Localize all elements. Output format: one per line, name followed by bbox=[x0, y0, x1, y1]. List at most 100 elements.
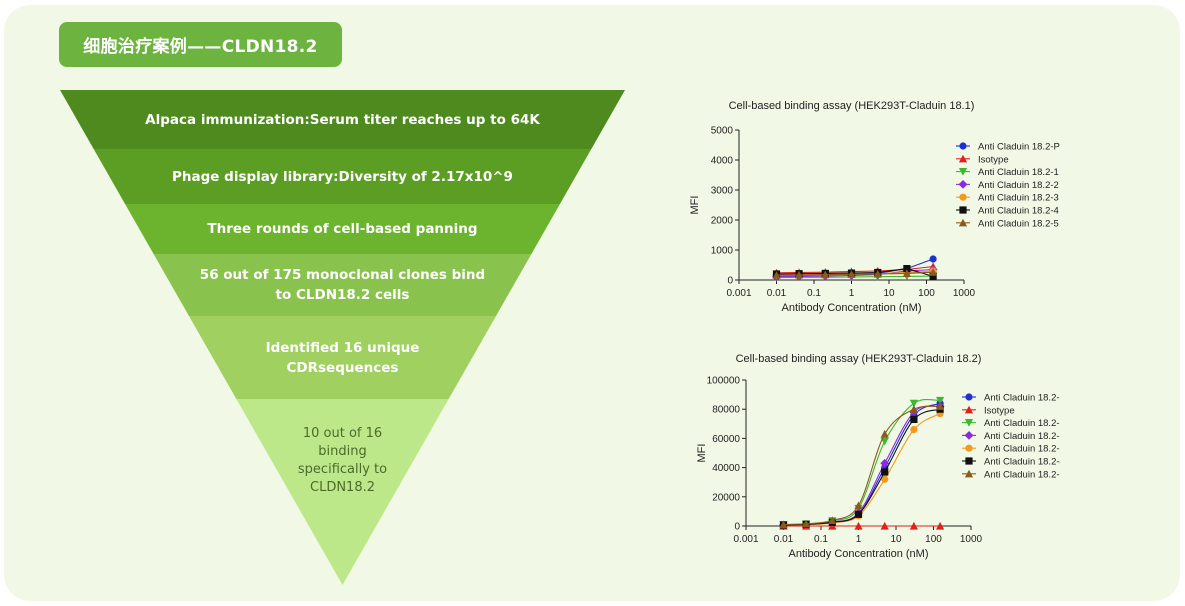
legend-item: Anti Claduin 18.2-5 bbox=[956, 218, 1059, 229]
x-tick-label: 1000 bbox=[953, 288, 976, 299]
x-axis-label: Antibody Concentration (nM) bbox=[781, 302, 921, 314]
legend-label: Isotype bbox=[978, 154, 1009, 165]
y-tick-label: 100000 bbox=[707, 376, 741, 387]
chart-2: Cell-based binding assay (HEK293T-Cladui… bbox=[696, 353, 1060, 560]
legend-label: Isotype bbox=[984, 405, 1015, 416]
data-point bbox=[936, 396, 945, 405]
legend-marker bbox=[965, 444, 973, 452]
legend-item: Anti Claduin 18.2-1 bbox=[962, 418, 1060, 429]
x-tick-label: 0.1 bbox=[807, 288, 821, 299]
legend-label: Anti Claduin 18.2-4 bbox=[984, 457, 1060, 468]
legend-item: Anti Claduin 18.2-3 bbox=[962, 444, 1060, 455]
x-tick-label: 100 bbox=[918, 288, 935, 299]
data-point bbox=[772, 271, 781, 279]
legend-item: Isotype bbox=[956, 154, 1009, 165]
data-point bbox=[909, 405, 918, 413]
binding-assay-charts: Cell-based binding assay (HEK293T-Cladui… bbox=[689, 100, 1060, 560]
legend-marker bbox=[958, 218, 968, 227]
legend-label: Anti Claduin 18.2-3 bbox=[984, 444, 1060, 455]
chart-title: Cell-based binding assay (HEK293T-Cladui… bbox=[736, 353, 982, 365]
page-title: 细胞治疗案例——CLDN18.2 bbox=[59, 22, 342, 67]
data-point bbox=[880, 437, 889, 446]
legend-item: Anti Claduin 18.2-5 bbox=[962, 469, 1060, 480]
data-point bbox=[881, 475, 889, 483]
legend-item: Anti Claduin 18.2-4 bbox=[956, 206, 1059, 217]
y-tick-label: 40000 bbox=[712, 463, 740, 474]
y-axis-label: MFI bbox=[696, 444, 708, 463]
x-axis-label: Antibody Concentration (nM) bbox=[788, 548, 928, 560]
data-point bbox=[881, 468, 889, 476]
data-point bbox=[910, 415, 918, 424]
series-anti-claduin-18-2-5 bbox=[772, 268, 938, 279]
x-tick-label: 0.001 bbox=[733, 534, 758, 545]
data-point bbox=[936, 521, 945, 530]
data-point bbox=[909, 399, 918, 408]
data-point bbox=[929, 268, 938, 276]
data-point bbox=[873, 269, 882, 278]
legend-item: Isotype bbox=[962, 405, 1015, 416]
legend-marker bbox=[958, 168, 968, 176]
legend-item: Anti Claduin 18.2-3 bbox=[956, 193, 1059, 204]
legend-marker bbox=[964, 431, 974, 440]
y-tick-label: 2000 bbox=[711, 216, 734, 227]
data-point bbox=[903, 265, 911, 273]
data-point bbox=[880, 458, 890, 468]
chart-1: Cell-based binding assay (HEK293T-Cladui… bbox=[689, 100, 1060, 314]
x-tick-label: 0.001 bbox=[726, 288, 751, 299]
data-point bbox=[880, 429, 889, 438]
data-point bbox=[779, 520, 788, 529]
y-tick-label: 20000 bbox=[712, 492, 740, 503]
x-tick-label: 1 bbox=[856, 534, 862, 545]
x-tick-label: 0.1 bbox=[814, 534, 828, 545]
legend-item: Anti Claduin 18.2-2 bbox=[962, 431, 1060, 442]
y-tick-label: 5000 bbox=[711, 126, 734, 137]
data-point bbox=[794, 270, 804, 279]
data-point bbox=[821, 270, 830, 279]
legend-item: Anti Claduin 18.2-PC bbox=[962, 393, 1060, 404]
data-point bbox=[902, 269, 911, 277]
legend-label: Anti Claduin 18.2-5 bbox=[978, 218, 1059, 229]
x-tick-label: 100 bbox=[925, 534, 942, 545]
data-point bbox=[929, 272, 937, 280]
series-anti-claduin-18-2-5 bbox=[779, 402, 945, 529]
legend-item: Anti Claduin 18.2-4 bbox=[962, 457, 1060, 468]
funnel-stage-1: Alpaca immunization:Serum titer reaches … bbox=[60, 90, 625, 149]
y-tick-label: 3000 bbox=[711, 186, 734, 197]
legend-marker bbox=[965, 393, 973, 401]
legend-item: Anti Claduin 18.2-1 bbox=[956, 167, 1059, 178]
y-tick-label: 4000 bbox=[711, 156, 734, 167]
series-line bbox=[783, 405, 941, 526]
data-point bbox=[854, 521, 863, 530]
legend-marker bbox=[959, 193, 967, 201]
x-tick-label: 1 bbox=[849, 288, 855, 299]
legend-item: Anti Claduin 18.2-PC bbox=[956, 142, 1060, 153]
legend-label: Anti Claduin 18.2-PC bbox=[978, 142, 1060, 153]
x-tick-label: 10 bbox=[883, 288, 895, 299]
y-tick-label: 0 bbox=[734, 522, 740, 533]
y-tick-label: 80000 bbox=[712, 405, 740, 416]
legend-marker bbox=[964, 405, 974, 414]
data-point bbox=[929, 255, 937, 263]
legend-marker bbox=[958, 180, 968, 189]
y-tick-label: 1000 bbox=[711, 246, 734, 257]
legend-label: Anti Claduin 18.2-PC bbox=[984, 393, 1060, 404]
y-tick-label: 0 bbox=[727, 276, 733, 287]
data-point bbox=[828, 516, 837, 525]
y-tick-label: 60000 bbox=[712, 434, 740, 445]
legend-marker bbox=[965, 457, 973, 465]
chart-title: Cell-based binding assay (HEK293T-Cladui… bbox=[729, 100, 975, 112]
data-point bbox=[909, 521, 918, 530]
funnel-stage-2: Phage display library:Diversity of 2.17x… bbox=[60, 149, 625, 204]
legend-label: Anti Claduin 18.2-2 bbox=[978, 180, 1059, 191]
data-point bbox=[854, 510, 863, 518]
legend-marker bbox=[958, 154, 968, 163]
legend-label: Anti Claduin 18.2-1 bbox=[984, 418, 1060, 429]
legend-item: Anti Claduin 18.2-2 bbox=[956, 180, 1059, 191]
legend-marker bbox=[959, 142, 967, 150]
x-tick-label: 1000 bbox=[960, 534, 983, 545]
data-point bbox=[847, 270, 856, 278]
data-point bbox=[801, 519, 811, 528]
legend-label: Anti Claduin 18.2-1 bbox=[978, 167, 1059, 178]
legend-label: Anti Claduin 18.2-5 bbox=[984, 469, 1060, 480]
data-point bbox=[936, 402, 945, 410]
